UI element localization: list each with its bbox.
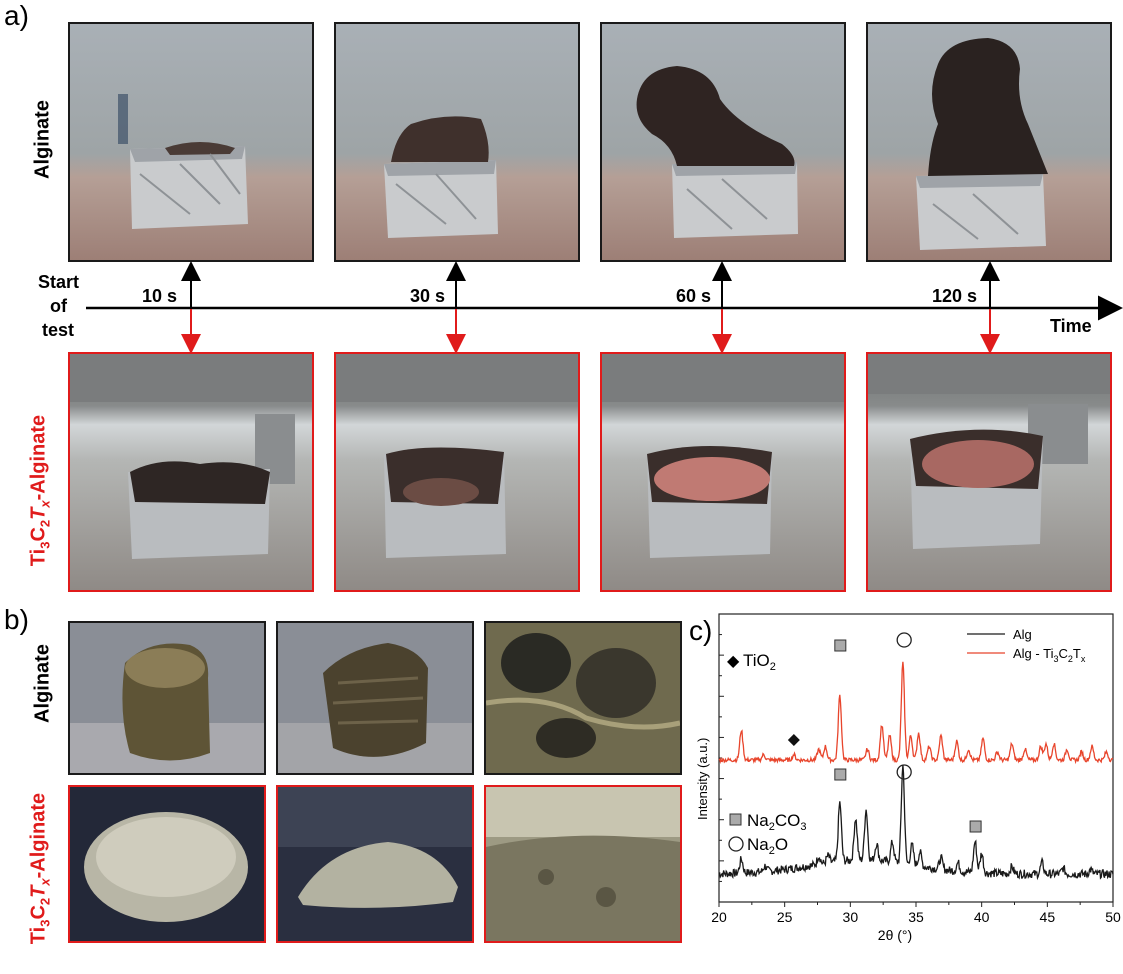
peak-markers — [787, 632, 982, 833]
photo-alginate-residue-1 — [68, 621, 266, 775]
x-tick-label: 45 — [1040, 909, 1056, 925]
na2o-label: Na2O — [747, 835, 788, 857]
timeline-tick-30s: 30 s — [410, 286, 446, 306]
series-alg-line — [718, 764, 1114, 881]
panel-c-label: c) — [689, 615, 712, 646]
series-alg-mxene-line — [718, 661, 1114, 765]
photo-mxene-120s — [866, 352, 1112, 592]
photo-mxene-10s — [68, 352, 314, 592]
timeline-axis — [86, 261, 1123, 354]
timeline-tick-10s: 10 s — [142, 286, 178, 306]
photo-mxene-residue-2 — [276, 785, 474, 943]
photo-alginate-120s — [866, 22, 1112, 262]
na2o-marker — [896, 764, 912, 780]
na2o-marker-legend — [728, 836, 744, 852]
x-axis-label: 2θ (°) — [878, 927, 912, 943]
timeline-start-line2: of — [50, 296, 67, 316]
tio2-marker-legend: ◆ — [727, 653, 740, 670]
photo-alginate-residue-3 — [484, 621, 682, 775]
x-tick-label: 35 — [908, 909, 924, 925]
y-axis-label: Intensity (a.u.) — [695, 738, 710, 820]
panel-b-label: b) — [4, 604, 29, 635]
photo-alginate-30s — [334, 22, 580, 262]
x-tick-label: 40 — [974, 909, 990, 925]
x-tick-label: 20 — [711, 909, 727, 925]
photo-mxene-residue-1 — [68, 785, 266, 943]
x-ticks: 20 25 30 35 40 45 50 — [711, 902, 1121, 925]
x-tick-label: 25 — [777, 909, 793, 925]
photo-mxene-residue-3 — [484, 785, 682, 943]
timeline-start-line3: test — [42, 320, 75, 340]
na2o-marker — [896, 632, 912, 648]
timeline-tick-120s: 120 s — [932, 286, 978, 306]
panel-a-label: a) — [4, 0, 29, 31]
photo-mxene-60s — [600, 352, 846, 592]
legend: Alg Alg - Ti3C2Tx — [967, 627, 1086, 664]
photo-alginate-60s — [600, 22, 846, 262]
na2co3-marker — [834, 768, 847, 781]
xrd-chart: c) 20 25 30 35 40 45 50 Intensity (a.u.) 2θ (°… — [689, 613, 1121, 943]
timeline-tick-60s: 60 s — [676, 286, 712, 306]
na2co3-marker — [969, 820, 982, 833]
y-ticks — [719, 634, 724, 882]
photo-alginate-10s — [68, 22, 314, 262]
timeline-axis-label: Time — [1050, 316, 1092, 336]
na2co3-marker-legend — [729, 813, 742, 826]
timeline-start-line1: Start — [38, 272, 80, 292]
row-label-mxene-alginate-b: Ti3C2Tx-Alginate — [27, 792, 53, 945]
row-label-alginate-b: Alginate — [31, 644, 54, 723]
photo-mxene-30s — [334, 352, 580, 592]
tio2-marker — [787, 734, 800, 746]
legend-alg: Alg — [1013, 627, 1032, 642]
na2co3-label: Na2CO3 — [747, 811, 806, 833]
x-tick-label: 50 — [1105, 909, 1121, 925]
row-label-alginate-a: Alginate — [31, 100, 54, 179]
na2co3-marker — [834, 639, 847, 652]
tio2-label: TiO2 — [743, 651, 776, 673]
photo-alginate-residue-2 — [276, 621, 474, 775]
x-tick-label: 30 — [843, 909, 859, 925]
row-label-mxene-alginate-a: Ti3C2Tx-Alginate — [27, 414, 53, 567]
legend-alg-mxene: Alg - Ti3C2Tx — [1013, 646, 1086, 664]
